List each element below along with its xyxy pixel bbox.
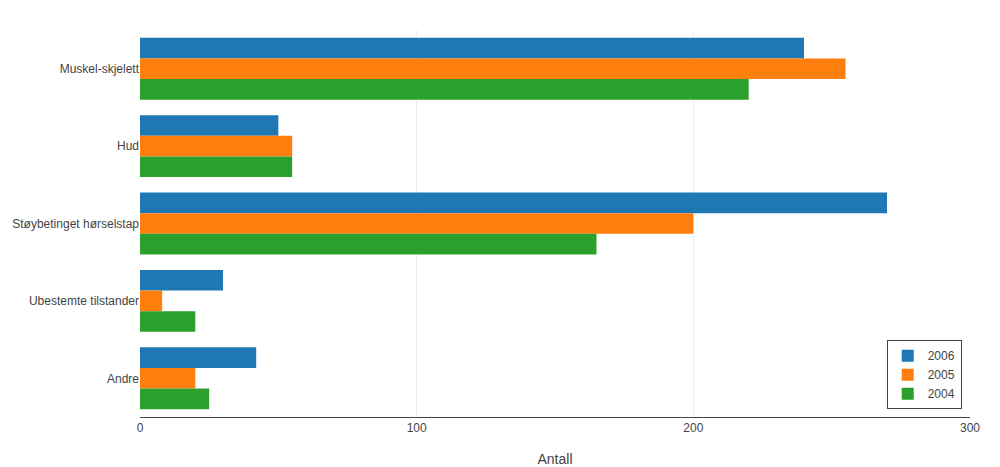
svg-text:Hud: Hud	[117, 139, 139, 153]
svg-text:2005: 2005	[928, 368, 955, 382]
svg-text:Antall: Antall	[537, 451, 572, 467]
svg-text:200: 200	[683, 421, 703, 435]
svg-text:Andre: Andre	[107, 372, 139, 386]
svg-text:Støybetinget hørselstap: Støybetinget hørselstap	[12, 217, 139, 231]
svg-text:100: 100	[407, 421, 427, 435]
svg-text:0: 0	[137, 421, 144, 435]
svg-text:2004: 2004	[928, 387, 955, 401]
svg-text:Ubestemte tilstander: Ubestemte tilstander	[29, 294, 139, 308]
svg-text:Muskel-skjelett: Muskel-skjelett	[60, 62, 140, 76]
svg-text:300: 300	[960, 421, 980, 435]
svg-text:2006: 2006	[928, 349, 955, 363]
